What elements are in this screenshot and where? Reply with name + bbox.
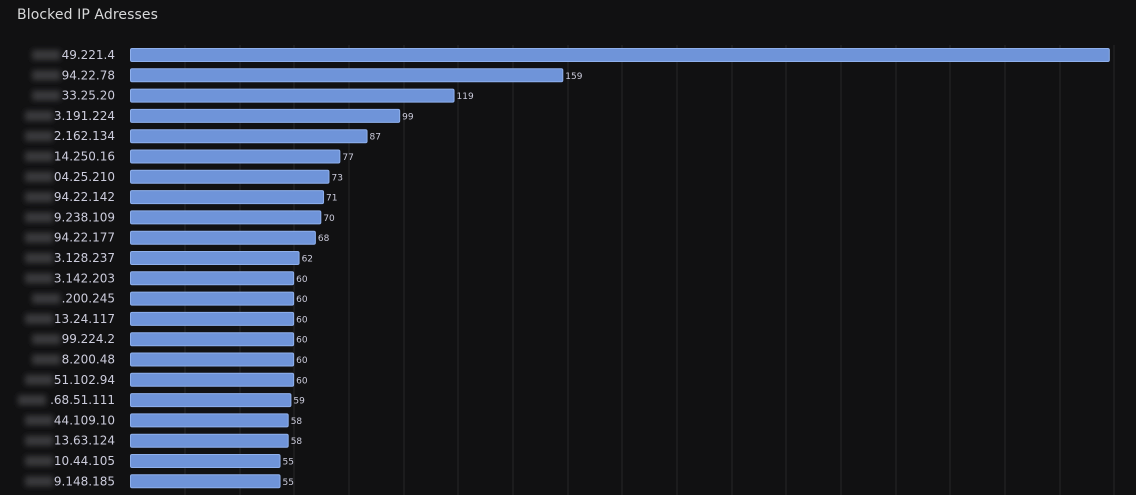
redacted-ip-prefix	[18, 395, 46, 406]
category-label: 94.22.142	[54, 190, 115, 204]
redacted-ip-prefixes	[18, 50, 61, 487]
category-label: 3.128.237	[54, 251, 115, 265]
grid-lines	[184, 45, 1115, 495]
category-label: 9.238.109	[54, 210, 115, 224]
redacted-ip-prefix	[25, 415, 54, 426]
value-label: 159	[565, 72, 582, 82]
category-label: 13.24.117	[54, 312, 115, 326]
redacted-ip-prefix	[25, 192, 54, 203]
value-label: 58	[291, 417, 303, 427]
value-label: 70	[323, 214, 335, 224]
category-label: 99.224.2	[62, 332, 115, 346]
bar[interactable]	[130, 454, 281, 468]
value-label: 68	[318, 234, 330, 244]
value-label: 60	[296, 315, 308, 325]
category-label: 8.200.48	[62, 353, 115, 367]
bar[interactable]	[130, 230, 316, 245]
bar[interactable]	[130, 251, 300, 265]
category-label: 94.22.78	[62, 68, 115, 82]
value-label: 55	[283, 458, 294, 468]
redacted-ip-prefix	[25, 435, 54, 446]
bar[interactable]	[130, 332, 295, 347]
bar[interactable]	[130, 149, 341, 164]
panel-title[interactable]: Blocked IP Adresses	[17, 7, 159, 23]
category-label: 33.25.20	[62, 89, 115, 103]
value-label: 71	[326, 194, 337, 204]
redacted-ip-prefix	[25, 313, 54, 324]
redacted-ip-prefix	[25, 151, 54, 162]
redacted-ip-prefix	[32, 70, 61, 81]
bar[interactable]	[130, 372, 295, 387]
category-label: 04.25.210	[54, 170, 115, 184]
value-label: 58	[291, 437, 303, 447]
value-label: 87	[370, 133, 381, 143]
bar[interactable]	[130, 88, 455, 103]
value-label: 60	[296, 275, 308, 285]
redacted-ip-prefix	[32, 354, 61, 365]
redacted-ip-prefix	[25, 131, 54, 142]
category-label: 51.102.94	[54, 373, 115, 387]
category-label: 13.63.124	[54, 434, 115, 448]
category-label: 3.191.224	[54, 109, 115, 123]
category-label: 9.148.185	[54, 474, 115, 488]
category-labels: 49.221.4 94.22.78 33.25.20 3.191.224 2.162.1…	[50, 48, 115, 488]
value-label: 77	[342, 153, 353, 163]
redacted-ip-prefix	[25, 232, 54, 243]
bar[interactable]	[130, 169, 330, 184]
bar[interactable]	[130, 68, 564, 83]
bar[interactable]	[130, 413, 289, 428]
bar[interactable]	[130, 393, 292, 408]
bar[interactable]	[130, 352, 295, 367]
redacted-ip-prefix	[25, 171, 54, 182]
bar[interactable]	[130, 433, 289, 448]
value-label: 59	[293, 397, 305, 407]
value-label: 60	[296, 376, 308, 386]
redacted-ip-prefix	[25, 456, 54, 466]
redacted-ip-prefix	[32, 90, 61, 101]
category-label: 10.44.105	[54, 454, 115, 468]
value-label: 62	[302, 255, 313, 265]
redacted-ip-prefix	[32, 50, 61, 60]
redacted-ip-prefix	[25, 374, 54, 385]
bar[interactable]	[130, 311, 295, 326]
category-label: 49.221.4	[62, 48, 115, 62]
category-label: 44.109.10	[54, 413, 115, 427]
category-label: .68.51.111	[50, 393, 115, 407]
bars	[130, 48, 1110, 489]
category-label: 94.22.177	[54, 231, 115, 245]
redacted-ip-prefix	[32, 293, 61, 304]
bar[interactable]	[130, 291, 295, 306]
bar[interactable]	[130, 210, 322, 225]
bar[interactable]	[130, 474, 281, 489]
redacted-ip-prefix	[25, 253, 54, 263]
bar[interactable]	[130, 271, 295, 286]
bar[interactable]	[130, 108, 401, 123]
value-label: 119	[457, 92, 474, 102]
value-label: 60	[296, 356, 308, 366]
value-label: 55	[283, 478, 294, 488]
bar[interactable]	[130, 129, 368, 144]
category-label: .200.245	[62, 292, 115, 306]
value-label: 73	[331, 173, 342, 183]
category-label: 3.142.203	[54, 271, 115, 285]
value-label: 60	[296, 295, 308, 305]
value-label: 99	[402, 112, 414, 122]
category-label: 14.250.16	[54, 150, 115, 164]
value-label: 60	[296, 336, 308, 346]
redacted-ip-prefix	[32, 334, 61, 345]
redacted-ip-prefix	[25, 476, 54, 487]
redacted-ip-prefix	[25, 273, 54, 284]
category-label: 2.162.134	[54, 129, 115, 143]
bar[interactable]	[130, 48, 1110, 62]
bar[interactable]	[130, 190, 325, 205]
redacted-ip-prefix	[25, 110, 54, 121]
redacted-ip-prefix	[25, 212, 54, 223]
